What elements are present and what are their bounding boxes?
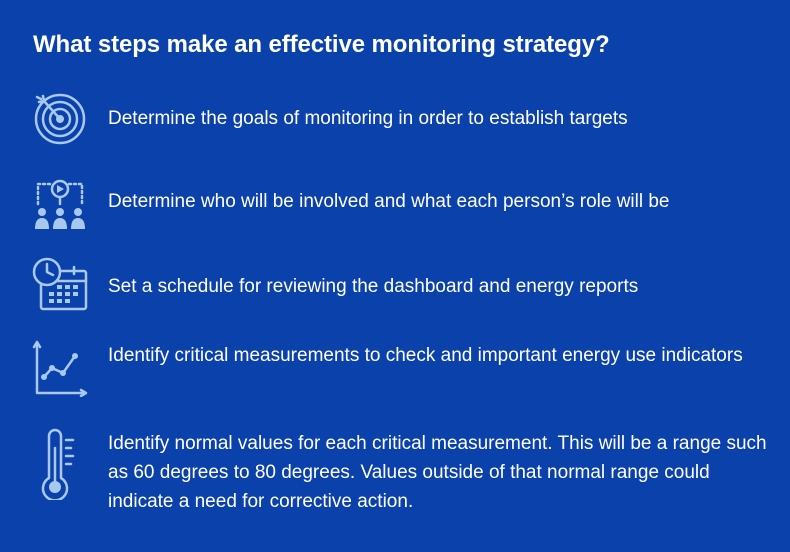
step-text: Determine who will be involved and what … [108, 191, 670, 212]
step-text: Determine the goals of monitoring in ord… [108, 108, 628, 129]
step-text: Identify normal values for each critical… [108, 433, 767, 512]
thermometer-icon [30, 428, 90, 500]
team-gear-icon [30, 172, 90, 232]
step-text: Set a schedule for reviewing the dashboa… [108, 276, 639, 297]
step-text: Identify critical measurements to check … [108, 345, 743, 366]
line-chart-icon [30, 337, 90, 397]
calendar-clock-icon [30, 255, 90, 315]
page-title: What steps make an effective monitoring … [33, 31, 610, 58]
target-icon [30, 88, 90, 148]
